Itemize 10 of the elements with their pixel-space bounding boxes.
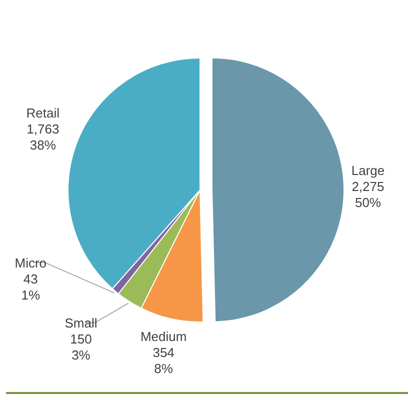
data-label: 43 1% — [21, 272, 40, 303]
slice-label: Medium — [140, 329, 187, 344]
slice-label: Micro — [14, 256, 47, 271]
slice-label: Retail — [26, 106, 60, 121]
data-label: 2,275 50% — [352, 179, 384, 210]
slice-label: Large — [351, 163, 385, 178]
slice-label: Small — [64, 316, 98, 332]
data-label: 354 8% — [152, 345, 174, 376]
data-label: 1,763 38% — [26, 122, 60, 153]
data-label: 150 3% — [70, 332, 92, 364]
